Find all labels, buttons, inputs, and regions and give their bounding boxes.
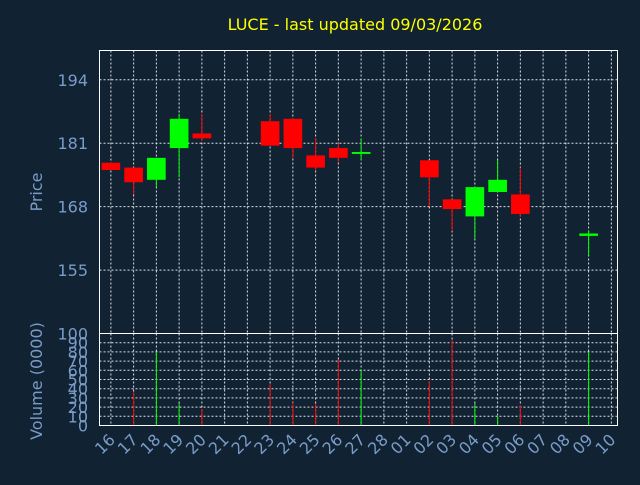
volume-ytick-label: 30 [68,389,88,408]
candle-body [465,187,485,217]
candle-body [124,167,143,183]
candle-body [329,148,348,158]
candle-body [192,133,212,139]
volume-axis-title: Volume (0000) [27,322,46,440]
candle-body [442,199,462,210]
price-ytick-label: 168 [57,198,88,217]
volume-bars [133,339,590,426]
volume-ytick-label: 80 [68,343,88,362]
candle-body [101,162,121,171]
candle-body [306,155,325,168]
price-axis-title: Price [27,172,46,211]
volume-plot-frame [99,333,618,426]
volume-ytick-label: 0 [78,417,88,436]
volume-ytick-label: 50 [68,371,88,390]
candle-body [511,194,530,214]
x-tick-labels: 1617181920212223242526272801020304050607… [91,430,619,458]
candle-body [420,160,439,178]
price-candles [101,113,598,256]
price-ytick-label: 181 [57,134,88,153]
volume-ytick-label: 100 [57,325,88,344]
candle-body [351,151,371,154]
candle-body [488,179,507,192]
volume-ytick-label: 60 [68,361,88,380]
x-axis-title: Day [332,457,364,476]
price-yticks: 155 168 181 194 [57,71,88,280]
volume-ytick-label: 20 [68,398,88,417]
candle-body [169,118,189,149]
volume-ytick-label: 90 [68,334,88,353]
price-ytick-label: 194 [57,71,88,90]
volume-ytick-label: 10 [68,407,88,426]
candle-body [260,121,280,146]
candle-body [283,118,303,149]
candle-body [147,157,166,180]
volume-ytick-label: 70 [68,352,88,371]
candle-body [579,233,598,236]
price-ytick-label: 155 [57,261,88,280]
volume-ytick-label: 40 [68,380,88,399]
chart-title: LUCE - last updated 09/03/2026 [228,15,483,34]
